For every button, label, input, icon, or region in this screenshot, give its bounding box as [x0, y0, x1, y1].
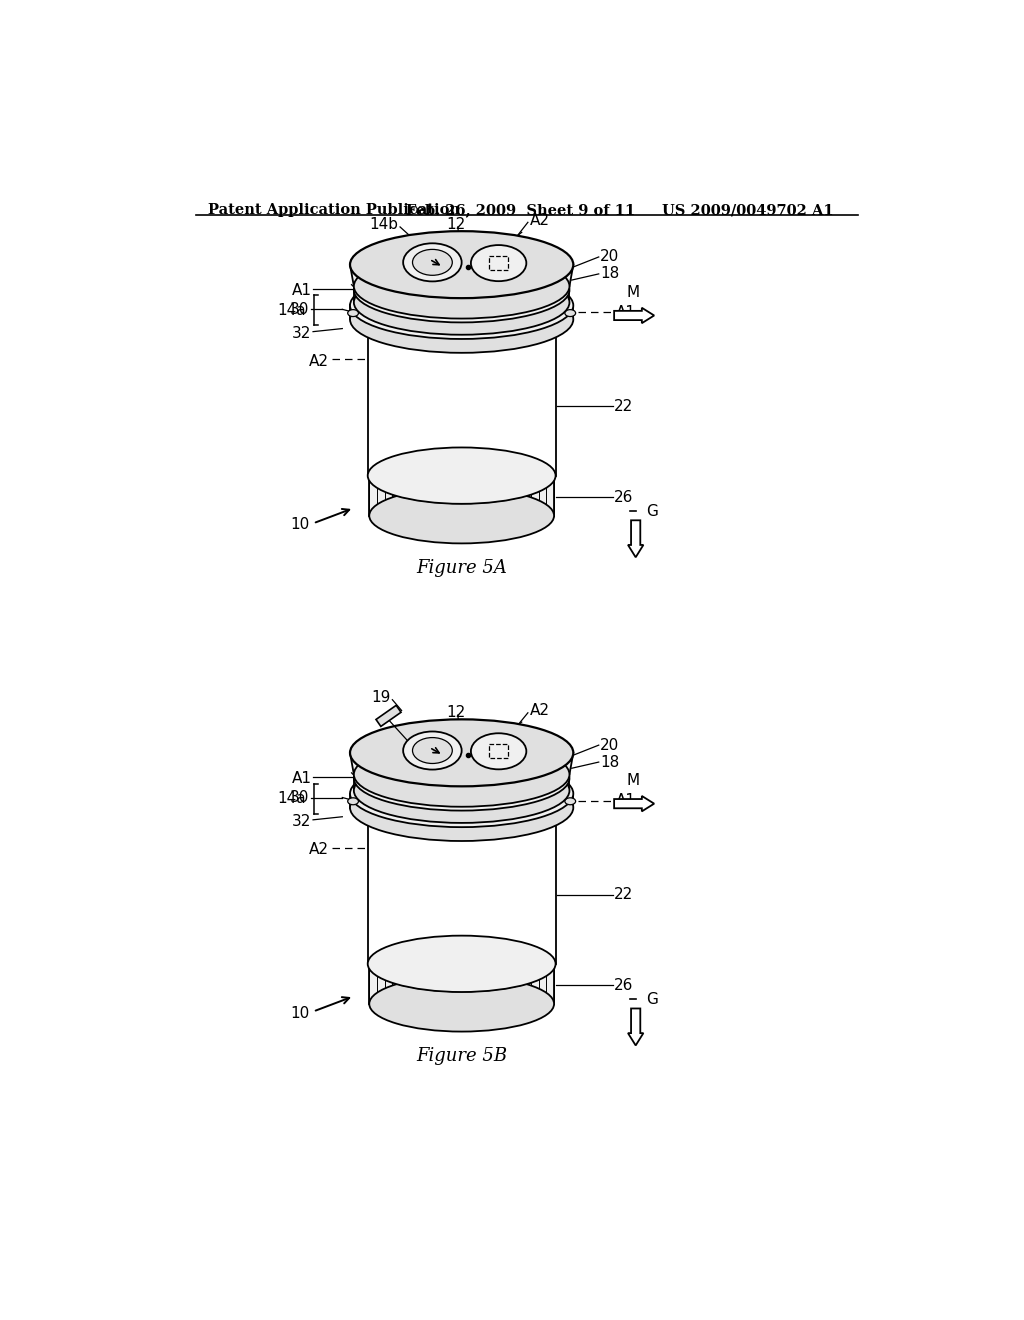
Polygon shape [368, 322, 556, 475]
Text: A2: A2 [309, 354, 330, 370]
Ellipse shape [350, 719, 573, 787]
Ellipse shape [368, 936, 556, 993]
Text: 26: 26 [614, 490, 634, 504]
Polygon shape [354, 779, 569, 791]
Ellipse shape [354, 271, 569, 335]
Text: 14a: 14a [278, 304, 306, 318]
Polygon shape [350, 793, 573, 808]
Ellipse shape [350, 286, 573, 352]
Text: A1: A1 [292, 282, 311, 297]
Ellipse shape [350, 231, 573, 298]
Ellipse shape [368, 447, 556, 504]
Polygon shape [376, 705, 401, 726]
Ellipse shape [354, 742, 569, 807]
Ellipse shape [350, 272, 573, 339]
Polygon shape [370, 964, 554, 1003]
Ellipse shape [413, 738, 453, 763]
Ellipse shape [403, 243, 462, 281]
Polygon shape [628, 520, 643, 557]
Polygon shape [614, 796, 654, 812]
Text: 14b: 14b [370, 216, 398, 232]
Polygon shape [628, 1008, 643, 1045]
Text: 10: 10 [290, 517, 309, 532]
Ellipse shape [348, 310, 358, 317]
Ellipse shape [354, 253, 569, 318]
Polygon shape [614, 308, 654, 323]
Text: 22: 22 [614, 887, 634, 902]
Polygon shape [350, 264, 573, 286]
Ellipse shape [413, 249, 453, 276]
Ellipse shape [354, 758, 569, 822]
Text: A1: A1 [615, 305, 636, 319]
Text: 32: 32 [292, 814, 311, 829]
Text: 20: 20 [600, 738, 620, 752]
Ellipse shape [348, 797, 358, 805]
Polygon shape [350, 752, 573, 775]
Text: G: G [646, 503, 658, 519]
Text: US 2009/0049702 A1: US 2009/0049702 A1 [662, 203, 834, 216]
Text: 19: 19 [372, 690, 391, 705]
Ellipse shape [565, 310, 575, 317]
Polygon shape [368, 810, 556, 964]
Text: A2: A2 [309, 842, 330, 858]
Ellipse shape [403, 731, 462, 770]
Text: 32: 32 [292, 326, 311, 341]
Text: 30: 30 [290, 302, 309, 317]
Polygon shape [350, 305, 573, 319]
Ellipse shape [471, 733, 526, 770]
Text: 18: 18 [600, 755, 620, 770]
Ellipse shape [565, 797, 575, 805]
Ellipse shape [370, 488, 554, 544]
Text: A2: A2 [529, 704, 550, 718]
Text: 12: 12 [445, 705, 465, 721]
Text: Patent Application Publication: Patent Application Publication [208, 203, 460, 216]
Text: 18: 18 [600, 267, 620, 281]
Text: 30: 30 [290, 789, 309, 805]
Text: 14a: 14a [278, 791, 306, 807]
Ellipse shape [370, 936, 554, 991]
Text: A2: A2 [529, 213, 550, 227]
Text: A1: A1 [292, 771, 311, 785]
Text: 26: 26 [614, 978, 634, 993]
Text: Figure 5A: Figure 5A [416, 560, 507, 577]
Text: 14b: 14b [430, 758, 459, 772]
Text: Figure 5B: Figure 5B [416, 1047, 507, 1065]
Ellipse shape [354, 257, 569, 322]
Text: A1: A1 [615, 793, 636, 808]
Ellipse shape [350, 774, 573, 841]
Text: 22: 22 [614, 399, 634, 414]
Text: 20: 20 [600, 249, 620, 264]
Text: M: M [626, 774, 639, 788]
Polygon shape [354, 290, 569, 302]
Ellipse shape [370, 977, 554, 1032]
Text: Feb. 26, 2009  Sheet 9 of 11: Feb. 26, 2009 Sheet 9 of 11 [407, 203, 636, 216]
Text: G: G [646, 991, 658, 1007]
Text: 10: 10 [290, 1006, 309, 1020]
Ellipse shape [350, 760, 573, 828]
Text: M: M [626, 285, 639, 300]
Text: 12: 12 [445, 216, 465, 232]
Ellipse shape [370, 447, 554, 503]
Polygon shape [370, 475, 554, 516]
Ellipse shape [354, 746, 569, 810]
Ellipse shape [471, 246, 526, 281]
